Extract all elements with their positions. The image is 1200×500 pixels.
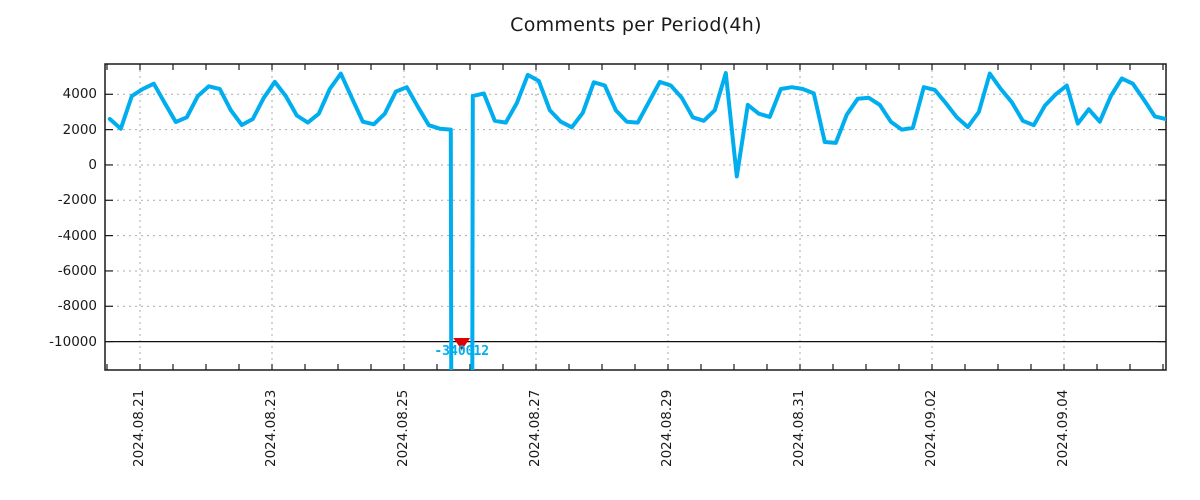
min-marker-icon	[453, 338, 471, 350]
y-tick-label: 0	[88, 156, 97, 173]
x-tick-label: 2024.08.27	[527, 389, 543, 467]
plot-frame	[104, 63, 1167, 371]
y-tick-label: -10000	[49, 333, 97, 350]
x-tick-label: 2024.08.23	[263, 389, 279, 467]
x-tick-label: 2024.08.31	[791, 389, 807, 467]
x-tick-label: 2024.08.25	[395, 389, 411, 467]
x-tick-label: 2024.09.02	[923, 389, 939, 467]
data-line	[107, 71, 1166, 370]
y-tick-label: -6000	[57, 262, 97, 279]
y-tick-label: 2000	[62, 121, 97, 138]
x-tick-label: 2024.08.29	[659, 389, 675, 467]
x-tick-label: 2024.08.21	[131, 389, 147, 467]
y-tick-label: -4000	[57, 227, 97, 244]
y-tick-label: 4000	[62, 86, 97, 103]
chart-title: Comments per Period(4h)	[510, 14, 762, 36]
min-value-annotation: -340012	[434, 344, 490, 359]
y-tick-label: -8000	[57, 298, 97, 315]
x-tick-label: 2024.09.04	[1055, 389, 1071, 467]
y-tick-label: -2000	[57, 192, 97, 209]
